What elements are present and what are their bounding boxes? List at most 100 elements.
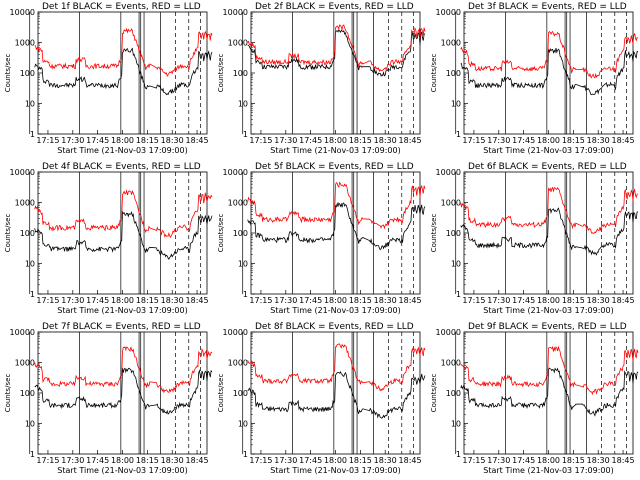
y-axis-label: Counts/sec — [4, 214, 12, 253]
x-tick-label: 18:00 — [537, 456, 560, 465]
x-axis-label: Start Time (21-Nov-03 17:09:00) — [57, 146, 187, 155]
panel-title: Det 2f BLACK = Events, RED = LLD — [255, 2, 414, 12]
detector-panel-9: Det 9f BLACK = Events, RED = LLD 1 10 100 10… — [426, 320, 639, 480]
x-tick-label: 17:30 — [274, 136, 297, 145]
plot-frame — [37, 171, 208, 295]
x-tick-label: 17:45 — [86, 136, 109, 145]
x-tick-label: 18:30 — [161, 136, 184, 145]
y-tick-label: 10000 — [223, 8, 248, 17]
series-line-lld — [460, 30, 639, 79]
x-tick-label: 18:00 — [324, 136, 347, 145]
y-tick-label: 10000 — [436, 328, 461, 337]
panel-title: Det 9f BLACK = Events, RED = LLD — [468, 322, 627, 332]
x-axis-label: Start Time (21-Nov-03 17:09:00) — [483, 146, 613, 155]
y-tick-label: 100 — [233, 69, 248, 78]
panel-title: Det 1f BLACK = Events, RED = LLD — [42, 2, 201, 12]
x-tick-label: 17:30 — [61, 456, 84, 465]
y-tick-label: 10000 — [436, 8, 461, 17]
detector-panel-1: Det 1f BLACK = Events, RED = LLD 1 10 100 10… — [0, 0, 213, 160]
y-tick-label: 10000 — [10, 328, 35, 337]
y-axis-label: Counts/sec — [4, 54, 12, 93]
series-line-lld — [34, 189, 213, 239]
series-line-events — [460, 367, 639, 417]
series-line-lld — [247, 181, 426, 230]
series-line-events — [247, 371, 426, 419]
x-tick-label: 18:30 — [587, 136, 610, 145]
y-tick-label: 100 — [446, 69, 461, 78]
x-tick-label: 18:00 — [537, 296, 560, 305]
panel-title: Det 7f BLACK = Events, RED = LLD — [42, 322, 201, 332]
detector-panel-3: Det 3f BLACK = Events, RED = LLD 1 10 100 10… — [426, 0, 639, 160]
x-tick-label: 18:00 — [324, 296, 347, 305]
x-tick-label: 18:30 — [161, 456, 184, 465]
x-tick-label: 18:15 — [562, 296, 585, 305]
x-tick-label: 17:45 — [299, 456, 322, 465]
y-tick-label: 1 — [243, 290, 248, 299]
series-line-lld — [247, 343, 426, 392]
x-tick-label: 17:45 — [512, 136, 535, 145]
x-tick-label: 18:45 — [186, 456, 209, 465]
detector-panel-8: Det 8f BLACK = Events, RED = LLD 1 10 100 10… — [213, 320, 426, 480]
y-tick-label: 1000 — [441, 199, 461, 208]
y-tick-label: 100 — [233, 389, 248, 398]
y-tick-label: 1 — [30, 450, 35, 459]
y-tick-label: 1 — [456, 290, 461, 299]
y-tick-label: 1000 — [228, 39, 248, 48]
y-axis-label: Counts/sec — [217, 54, 225, 93]
chart-svg: Det 6f BLACK = Events, RED = LLD11010010… — [430, 162, 639, 315]
chart-svg: Det 5f BLACK = Events, RED = LLD11010010… — [217, 162, 426, 315]
x-tick-label: 17:30 — [61, 136, 84, 145]
y-tick-label: 1 — [30, 130, 35, 139]
y-tick-label: 100 — [20, 389, 35, 398]
x-tick-label: 18:30 — [374, 136, 397, 145]
x-axis-label: Start Time (21-Nov-03 17:09:00) — [57, 306, 187, 315]
x-tick-label: 18:00 — [111, 296, 134, 305]
y-tick-label: 10000 — [223, 328, 248, 337]
x-tick-label: 17:15 — [36, 456, 59, 465]
x-tick-label: 18:00 — [111, 136, 134, 145]
y-tick-label: 1 — [243, 450, 248, 459]
x-tick-label: 18:30 — [374, 456, 397, 465]
x-tick-label: 18:00 — [111, 456, 134, 465]
series-line-lld — [34, 346, 213, 394]
panel-title: Det 5f BLACK = Events, RED = LLD — [255, 162, 414, 172]
y-tick-label: 10000 — [10, 168, 35, 177]
y-tick-label: 100 — [446, 229, 461, 238]
x-tick-label: 18:15 — [349, 136, 372, 145]
x-tick-label: 17:30 — [487, 456, 510, 465]
detector-panel-7: Det 7f BLACK = Events, RED = LLD 1 10 100 10… — [0, 320, 213, 480]
y-tick-label: 1000 — [441, 39, 461, 48]
y-axis-label: Counts/sec — [430, 214, 438, 253]
x-axis-label: Start Time (21-Nov-03 17:09:00) — [57, 466, 187, 475]
y-tick-label: 10000 — [10, 8, 35, 17]
panel-title: Det 8f BLACK = Events, RED = LLD — [255, 322, 414, 332]
x-tick-label: 18:45 — [399, 136, 422, 145]
y-tick-label: 100 — [20, 69, 35, 78]
x-tick-label: 17:30 — [61, 296, 84, 305]
detector-panel-5: Det 5f BLACK = Events, RED = LLD 1 10 100 10… — [213, 160, 426, 320]
x-tick-label: 17:15 — [249, 456, 272, 465]
x-tick-label: 18:00 — [324, 456, 347, 465]
x-axis-label: Start Time (21-Nov-03 17:09:00) — [270, 466, 400, 475]
panel-title: Det 3f BLACK = Events, RED = LLD — [468, 2, 627, 12]
x-tick-label: 17:30 — [274, 456, 297, 465]
x-tick-label: 18:45 — [399, 296, 422, 305]
x-tick-label: 17:45 — [299, 136, 322, 145]
x-tick-label: 18:45 — [612, 456, 635, 465]
series-line-events — [460, 207, 639, 256]
x-tick-label: 17:15 — [462, 136, 485, 145]
detector-panel-2: Det 2f BLACK = Events, RED = LLD 1 10 100 10… — [213, 0, 426, 160]
x-tick-label: 17:30 — [487, 296, 510, 305]
y-tick-label: 100 — [233, 229, 248, 238]
series-line-events — [34, 210, 213, 261]
x-tick-label: 17:45 — [299, 296, 322, 305]
x-tick-label: 18:15 — [136, 296, 159, 305]
x-tick-label: 17:45 — [86, 296, 109, 305]
x-tick-label: 18:45 — [612, 296, 635, 305]
x-tick-label: 18:15 — [562, 136, 585, 145]
x-tick-label: 17:45 — [512, 296, 535, 305]
x-tick-label: 18:30 — [161, 296, 184, 305]
x-tick-label: 18:30 — [374, 296, 397, 305]
x-tick-label: 18:30 — [587, 296, 610, 305]
x-tick-label: 18:15 — [562, 456, 585, 465]
